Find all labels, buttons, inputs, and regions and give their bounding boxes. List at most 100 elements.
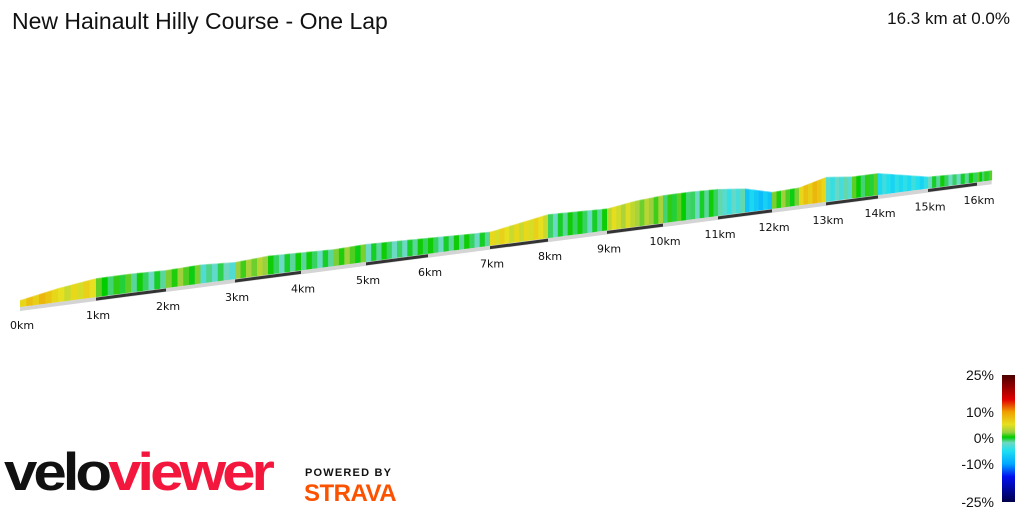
segment-top-edge [489,222,520,233]
km-band [718,209,772,220]
km-tick-label: 16km [963,194,994,207]
segment-top-edge [518,213,549,224]
gradient-segment [386,241,393,260]
gradient-segment [562,212,569,237]
gradient-segment [552,213,559,238]
gradient-segment [803,183,809,205]
segment-top-edge [717,187,746,190]
gradient-segment [229,261,236,280]
km-band [235,270,301,283]
gradient-segment [402,239,408,258]
gradient-segment [371,242,377,262]
km-tick-label: 9km [597,242,621,255]
veloviewer-logo: veloviewer [4,442,275,502]
gradient-segment [915,175,921,191]
gradient-segment [903,174,908,192]
gradient-segment [923,176,929,190]
gradient-segment [20,298,27,307]
gradient-segment [699,190,705,219]
km-band [607,223,663,234]
segment-top-edge [333,243,367,250]
segment-top-edge [662,190,691,196]
gradient-segment [504,225,510,244]
page-title: New Hainault Hilly Course - One Lap [12,8,388,34]
gradient-segment [644,197,650,226]
segment-top-edge [165,263,201,271]
gradient-ribbon [19,169,993,307]
gradient-segment [355,244,361,264]
gradient-segment [812,180,818,204]
gradient-segment [736,188,741,214]
segment-top-edge [851,172,879,178]
gradient-segment [70,283,78,301]
gradient-segment [464,233,470,250]
gradient-segment [989,170,993,181]
gradient-segment [235,260,241,279]
gradient-segment [956,173,962,185]
gradient-segment [194,264,201,285]
segment-top-edge [427,233,460,239]
gradient-segment [328,249,334,267]
gradient-segment [745,188,750,213]
gradient-segment [422,237,429,255]
gradient-segment [676,192,682,222]
elevation-profile-3d: 0km 1km 2km 3km 4km 5km 6km 7km 8km 9km 10km 11km 12… [10,169,995,332]
gradient-segment [45,290,53,304]
gradient-segment [51,288,59,303]
gradient-segment [799,185,804,206]
gradient-segment [763,190,768,211]
gradient-segment [494,228,501,246]
gradient-segment [397,240,403,258]
gradient-segment [366,243,372,262]
gradient-segment [212,263,219,282]
gradient-segment [968,172,974,184]
km-tick-label: 8km [538,250,562,263]
segment-top-edge [396,237,429,242]
gradient-segment [490,230,496,246]
km-tick-label: 5km [356,274,380,287]
gradient-segment [142,271,149,291]
gradient-segment [649,196,655,225]
gradient-segment [469,233,475,249]
segment-top-edge [798,176,827,189]
gradient-segment [360,243,367,263]
gradient-segment [685,191,691,221]
segment-top-edge [952,171,978,176]
gradient-segment [602,208,608,232]
gradient-segment [428,237,434,254]
gradient-segment [257,256,263,277]
gradient-segment [290,252,296,272]
gradient-segment [125,273,132,294]
gradient-segment [952,173,957,186]
segment-top-edge [634,194,664,202]
gradient-segment [882,173,887,195]
gradient-segment [26,296,34,307]
gradient-segment [911,175,916,191]
gradient-segment [621,203,627,229]
segment-top-edge [771,186,800,193]
segment-top-edge [547,210,578,215]
km-tick-label: 2km [156,300,180,313]
legend-label-minus10: -10% [961,456,994,472]
gradient-segment [865,174,870,197]
km-tick-label: 14km [864,207,895,220]
gradient-segment [107,275,114,296]
gradient-segment [740,188,746,213]
gradient-segment [119,274,126,295]
gradient-segment [785,188,791,208]
gradient-segment [817,178,822,203]
gradient-segment [64,284,72,302]
gradient-segment [932,175,937,188]
gradient-segment [984,170,988,182]
gradient-segment [154,270,161,290]
gradient-segment [77,281,84,300]
gradient-segment [284,253,291,273]
km-tick-label: 3km [225,291,249,304]
gradient-segment [597,208,603,232]
gradient-segment [907,175,912,192]
gradient-segment [592,209,598,233]
gradient-segment [731,188,737,215]
gradient-segment [528,218,534,241]
gradient-segment [894,174,900,193]
km-tick-label: 12km [758,221,789,234]
